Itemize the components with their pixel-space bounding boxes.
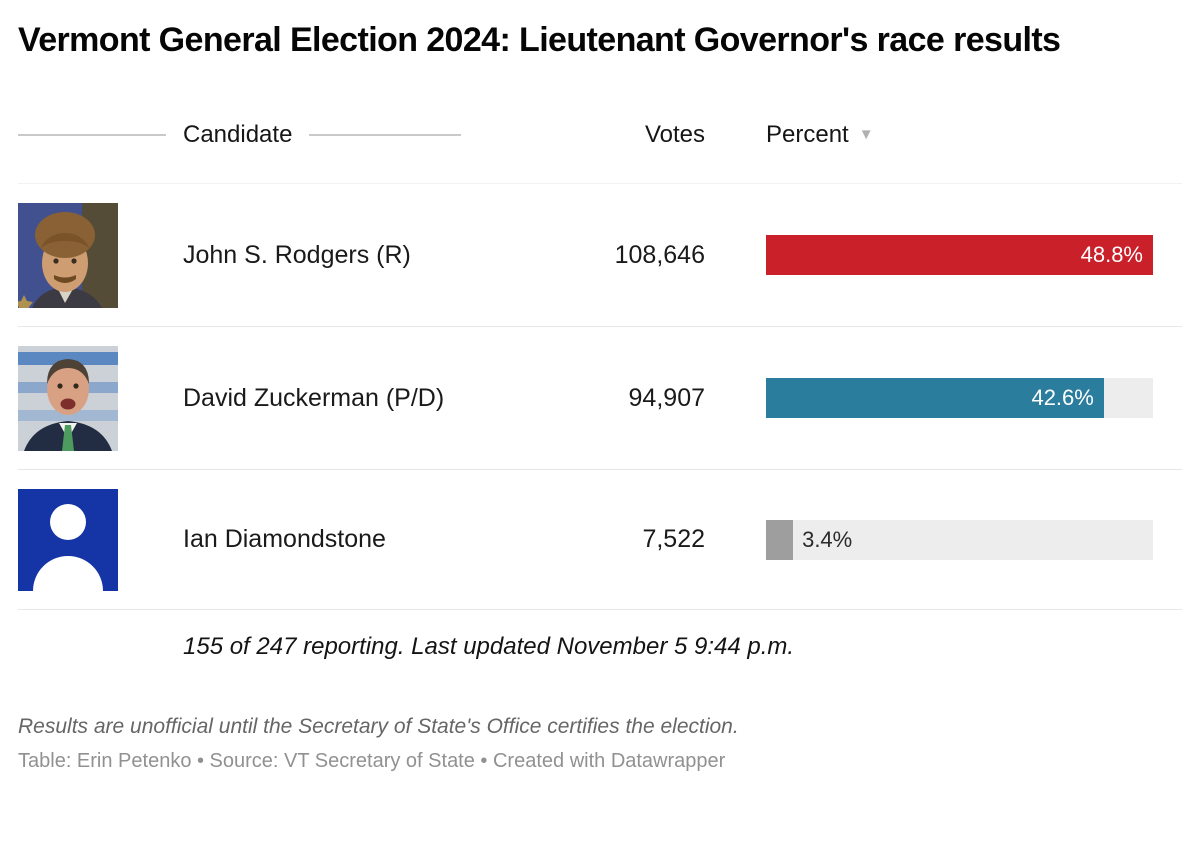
column-header-votes[interactable]: Votes <box>644 120 705 148</box>
table-row: David Zuckerman (P/D) 94,907 42.6% <box>18 327 1182 470</box>
generic-person-avatar-icon <box>18 488 118 591</box>
votes-value: 7,522 <box>642 525 705 554</box>
percent-label: 48.8% <box>1080 242 1143 268</box>
percent-bar-fill: 48.8% <box>766 235 1153 276</box>
candidate-name: David Zuckerman (P/D) <box>183 383 445 412</box>
percent-bar-track: 42.6% <box>766 378 1153 419</box>
votes-value: 94,907 <box>628 383 705 412</box>
candidate-header-label: Candidate <box>183 120 293 148</box>
column-header-candidate: Candidate <box>18 121 525 149</box>
percent-bar-fill: 3.4% <box>766 519 852 560</box>
header-rule-right <box>309 133 462 136</box>
table-header: Candidate Votes Percent ▼ <box>18 121 1182 149</box>
election-results-widget: Vermont General Election 2024: Lieutenan… <box>18 21 1182 772</box>
percent-label: 3.4% <box>802 526 853 552</box>
header-rule-left <box>18 133 166 136</box>
votes-value: 108,646 <box>614 240 705 269</box>
percent-bar-track: 3.4% <box>766 519 1153 560</box>
candidate-name: John S. Rodgers (R) <box>183 240 411 269</box>
source-attribution[interactable]: Table: Erin Petenko • Source: VT Secreta… <box>18 749 726 772</box>
percent-header-label: Percent <box>766 120 849 148</box>
candidate-name: Ian Diamondstone <box>183 525 386 554</box>
column-header-percent[interactable]: Percent ▼ <box>766 121 1182 149</box>
percent-label: 42.6% <box>1031 385 1094 411</box>
candidate-photo-rodgers <box>18 202 118 308</box>
unofficial-results-disclaimer: Results are unofficial until the Secreta… <box>18 714 739 738</box>
reporting-status-note: 155 of 247 reporting. Last updated Novem… <box>183 632 795 660</box>
candidate-photo-zuckerman <box>18 345 118 451</box>
percent-bar-fill: 42.6% <box>766 378 1104 419</box>
results-table-body: John S. Rodgers (R) 108,646 48.8% <box>18 182 1182 610</box>
page-title: Vermont General Election 2024: Lieutenan… <box>18 21 1061 59</box>
percent-bar-track: 48.8% <box>766 235 1153 276</box>
sort-desc-icon: ▼ <box>858 126 874 144</box>
table-row: Ian Diamondstone 7,522 3.4% <box>18 470 1182 610</box>
table-row: John S. Rodgers (R) 108,646 48.8% <box>18 184 1182 327</box>
